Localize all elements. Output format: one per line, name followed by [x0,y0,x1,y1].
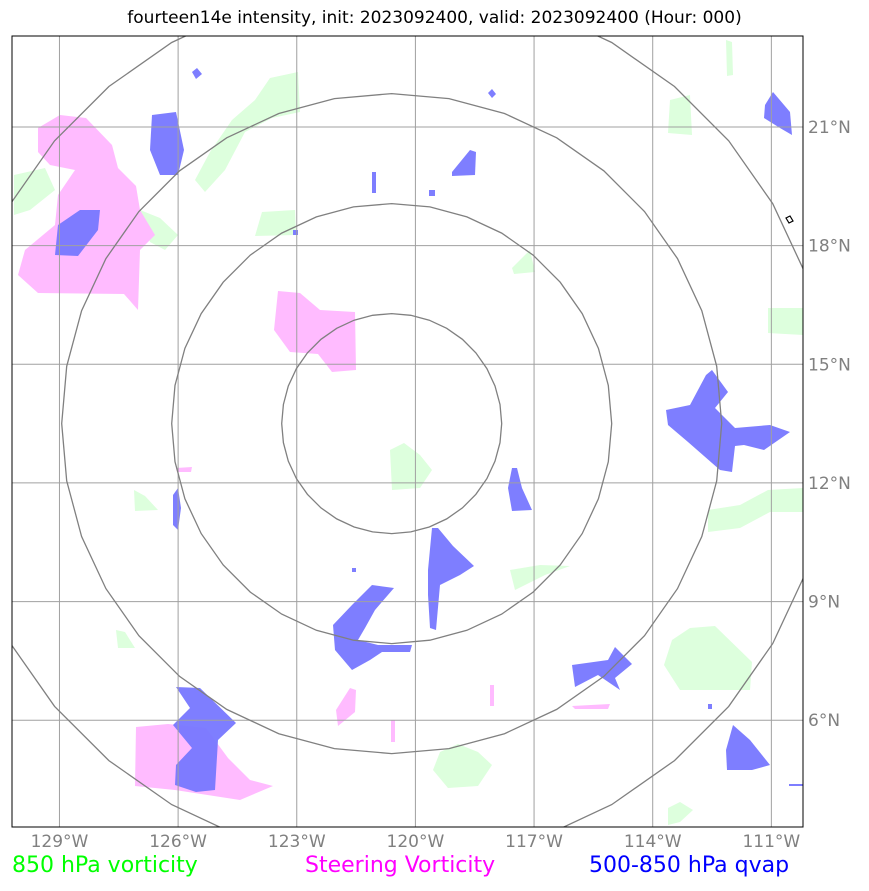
steering-vorticity-region [490,685,494,706]
lat-lon-gridlines [12,36,803,827]
qvap-region [488,89,496,98]
longitude-tick-label: 114°W [624,832,682,852]
range-ring [281,312,503,535]
latitude-tick-label: 9°N [808,593,840,613]
range-ring [171,202,613,645]
legend-steering-vorticity: Steering Vorticity [305,853,496,878]
range-ring [12,36,803,827]
latitude-tick-label: 6°N [808,711,840,731]
legend-qvap: 500-850 hPa qvap [589,853,790,878]
steering-vorticity-region [572,704,610,709]
qvap-region [150,112,184,175]
qvap-region [572,647,632,690]
qvap-region [764,92,792,135]
vorticity-850-region [134,490,158,511]
range-rings [12,36,803,827]
qvap-field [55,68,803,792]
qvap-region [789,784,803,786]
vorticity-850-region [14,168,55,215]
longitude-tick-label: 126°W [149,832,207,852]
qvap-region [666,370,790,472]
contour-marker [785,215,794,224]
latitude-tick-label: 15°N [808,355,851,375]
steering-vorticity-region [336,688,356,726]
longitude-tick-label: 111°W [742,832,800,852]
qvap-region [429,190,435,196]
vorticity-850-region [512,250,535,274]
axis-tick-labels: 129°W 126°W 123°W 120°W 117°W 114°W 111°W 21°N 1… [31,118,851,852]
qvap-region [372,172,376,193]
qvap-region [173,488,181,530]
vorticity-850-region [116,630,135,648]
qvap-region [352,568,356,572]
qvap-region [452,150,476,176]
qvap-region [173,687,236,792]
steering-vorticity-region [176,467,192,472]
qvap-region [333,585,412,670]
qvap-region [508,468,532,511]
longitude-tick-label: 129°W [31,832,89,852]
vorticity-850-region [510,565,570,590]
qvap-region [708,704,712,709]
longitude-tick-label: 120°W [387,832,445,852]
longitude-tick-label: 117°W [505,832,563,852]
steering-vorticity-region [391,720,395,742]
vorticity-850-region [390,443,432,490]
vorticity-850-field [14,40,803,825]
map-title: fourteen14e intensity, init: 2023092400,… [127,8,742,28]
vorticity-850-region [768,308,803,335]
qvap-region [192,68,202,79]
latitude-tick-label: 12°N [808,474,851,494]
vorticity-850-region [726,40,733,76]
range-ring [61,92,723,755]
latitude-tick-label: 21°N [808,118,851,138]
map-frame [11,35,804,828]
vorticity-850-region [708,488,803,532]
vorticity-850-region [668,95,692,135]
vorticity-850-region [664,626,752,690]
vorticity-850-region [668,802,693,825]
vorticity-850-region [433,744,492,788]
qvap-region [55,210,100,256]
steering-vorticity-region [274,291,356,372]
latitude-tick-label: 18°N [808,237,851,257]
qvap-region [726,725,770,770]
longitude-tick-label: 123°W [268,832,326,852]
vorticity-850-region [255,210,296,236]
qvap-region [428,528,474,630]
legend-vorticity-850: 850 hPa vorticity [12,853,198,878]
vorticity-850-region [195,72,300,192]
